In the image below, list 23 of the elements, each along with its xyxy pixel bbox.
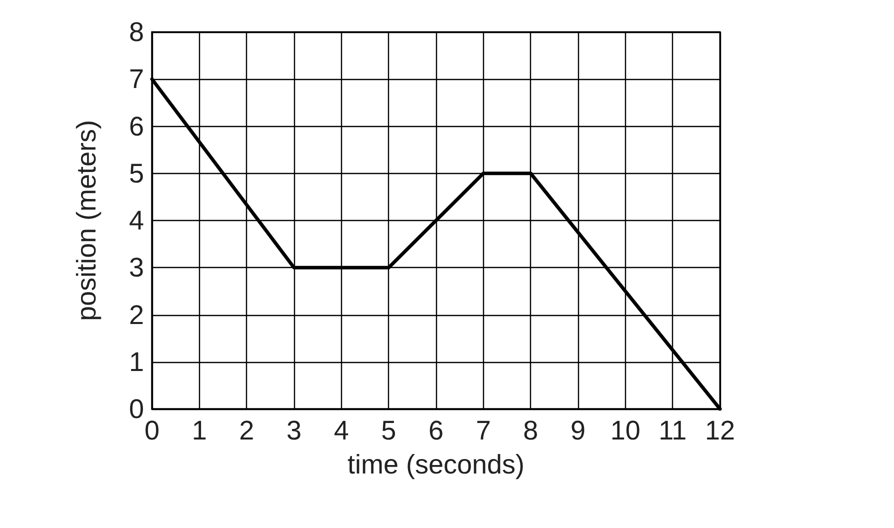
x-tick-label: 1 [192, 416, 207, 446]
y-tick-label: 2 [128, 300, 144, 330]
y-tick-label: 3 [128, 252, 144, 283]
x-axis-title: time (seconds) [347, 450, 525, 480]
x-tick-label: 5 [381, 416, 396, 446]
x-tick-label: 12 [704, 416, 736, 446]
y-axis-title: position (meters) [72, 120, 102, 322]
x-tick-label: 7 [476, 416, 491, 446]
y-tick-label: 4 [128, 206, 144, 236]
x-tick-label: 9 [570, 416, 586, 446]
x-tick-label: 11 [658, 416, 687, 446]
y-tick-label: 1 [128, 346, 144, 377]
y-tick-label: 5 [128, 158, 144, 188]
x-tick-label: 2 [239, 416, 254, 446]
x-tick-label: 3 [286, 416, 302, 446]
x-tick-label: 4 [334, 416, 349, 446]
y-tick-label: 8 [128, 17, 144, 47]
y-tick-label: 0 [128, 394, 144, 424]
y-tick-label: 7 [128, 64, 144, 94]
x-tick-label: 8 [523, 416, 538, 446]
x-tick-label: 10 [610, 416, 640, 446]
x-tick-label: 6 [428, 416, 444, 446]
y-tick-label: 6 [128, 111, 144, 142]
